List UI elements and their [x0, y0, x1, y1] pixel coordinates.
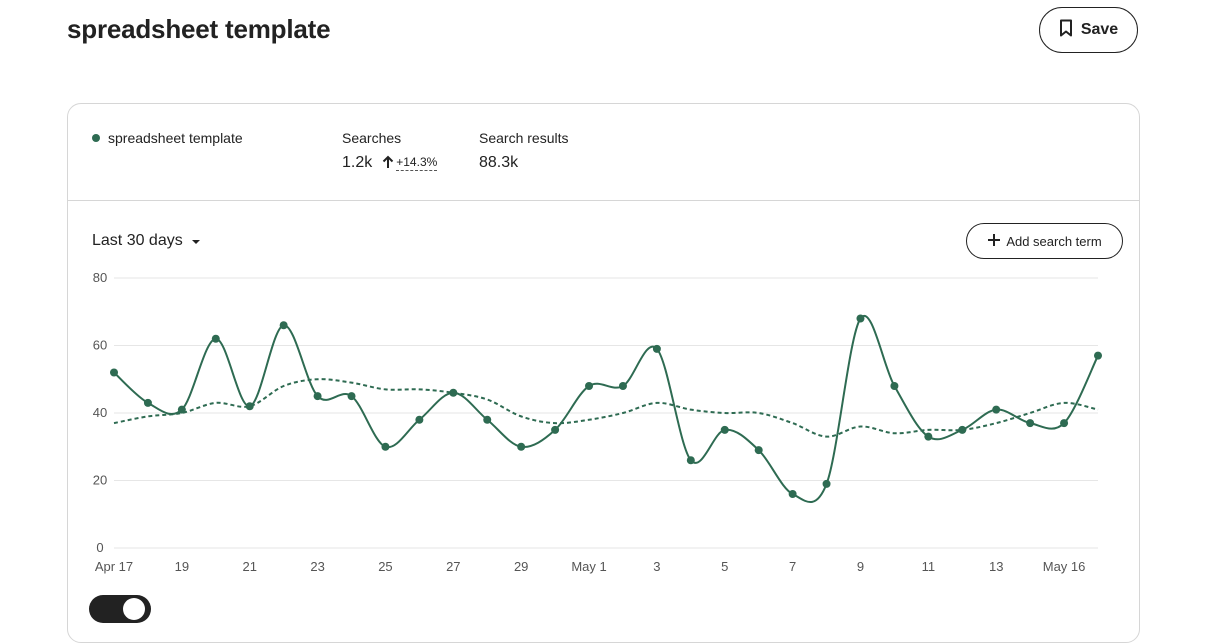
x-tick-label: 21 [242, 559, 256, 574]
results-label: Search results [479, 130, 569, 146]
data-point [1026, 419, 1035, 428]
data-point [279, 321, 288, 330]
plus-icon [987, 233, 1001, 250]
average-series-line [113, 378, 1099, 438]
searches-value: 1.2k [342, 154, 373, 171]
x-tick-label: 29 [514, 559, 528, 574]
data-point [415, 415, 424, 424]
data-point [517, 442, 526, 451]
data-point [381, 442, 390, 451]
stats-card: spreadsheet template Searches 1.2k +14.3… [67, 103, 1140, 643]
search-trend-chart: 0 20 40 60 80 Apr 17 19 21 23 25 27 29 May 1 3 5 7 9 11 13… [93, 270, 1102, 574]
results-value: 88.3k [479, 154, 519, 171]
x-tick-label: 25 [378, 559, 392, 574]
data-point [1094, 351, 1102, 360]
add-search-term-button[interactable]: Add search term [966, 223, 1123, 259]
x-tick-label: May 1 [571, 559, 606, 574]
searches-stat: Searches 1.2k +14.3% [342, 130, 438, 172]
x-tick-label: 13 [989, 559, 1003, 574]
x-tick-label: 3 [653, 559, 660, 574]
data-point [856, 314, 865, 323]
date-range-label: Last 30 days [92, 232, 183, 249]
x-tick-label: Apr 17 [95, 559, 133, 574]
x-tick-label: May 16 [1043, 559, 1086, 574]
series-dot-icon [92, 134, 100, 142]
searches-change-value: +14.3% [396, 155, 438, 171]
data-point [992, 405, 1001, 414]
data-point [551, 425, 560, 434]
date-range-select[interactable]: Last 30 days [92, 232, 201, 250]
page-title: spreadsheet template [67, 14, 331, 44]
data-point [652, 344, 661, 353]
data-point [347, 392, 356, 401]
add-search-term-label: Add search term [1006, 233, 1102, 249]
x-tick-label: 9 [857, 559, 864, 574]
x-tick-label: 7 [789, 559, 796, 574]
data-point [822, 479, 831, 488]
save-button[interactable]: Save [1039, 7, 1138, 53]
data-point [211, 334, 220, 343]
data-point [788, 490, 797, 498]
toggle-knob [123, 598, 145, 620]
searches-change[interactable]: +14.3% [382, 155, 438, 172]
y-tick-label: 40 [93, 405, 107, 420]
data-point [1060, 419, 1069, 428]
data-point [449, 388, 458, 397]
searches-label: Searches [342, 130, 402, 146]
card-divider [68, 200, 1139, 201]
y-tick-label: 0 [96, 540, 103, 555]
data-point [958, 425, 967, 434]
x-tick-label: 23 [310, 559, 324, 574]
caret-down-icon [191, 232, 201, 250]
save-label: Save [1080, 21, 1119, 38]
data-point [585, 382, 594, 390]
data-point [754, 446, 763, 455]
comparison-toggle[interactable] [89, 595, 151, 623]
x-tick-label: 19 [175, 559, 189, 574]
y-tick-label: 80 [93, 270, 107, 285]
data-point [890, 382, 899, 390]
y-tick-label: 60 [93, 338, 107, 353]
bookmark-icon [1059, 19, 1073, 42]
data-point [686, 456, 695, 465]
y-tick-label: 20 [93, 473, 107, 488]
x-tick-label: 11 [922, 559, 936, 574]
arrow-up-icon [382, 155, 394, 172]
term-label: spreadsheet template [108, 130, 243, 146]
searches-series-line [113, 314, 1099, 504]
x-tick-label: 27 [446, 559, 460, 574]
data-point [313, 392, 322, 401]
data-point [110, 368, 118, 377]
results-stat: Search results 88.3k [479, 130, 568, 172]
x-tick-label: 5 [721, 559, 728, 574]
data-point [618, 382, 627, 390]
data-point [483, 415, 492, 424]
data-point [143, 398, 152, 407]
data-point [245, 402, 254, 411]
data-point [720, 425, 729, 434]
data-point [924, 432, 933, 441]
term-legend: spreadsheet template [92, 130, 243, 146]
